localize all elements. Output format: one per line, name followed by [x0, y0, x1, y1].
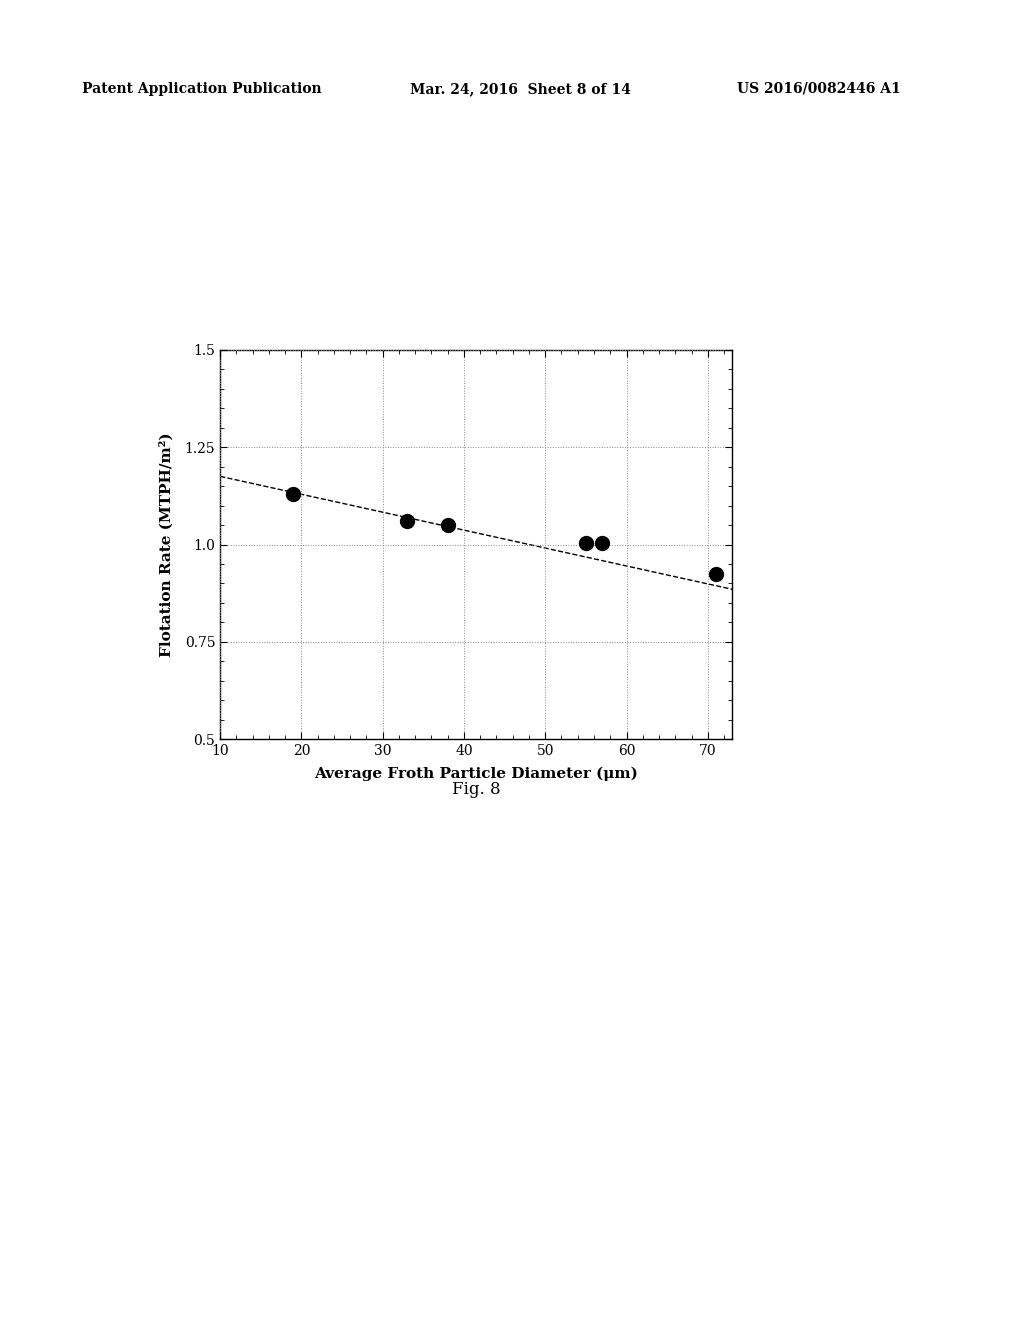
Text: Fig. 8: Fig. 8: [452, 781, 501, 799]
Point: [399, 511, 416, 532]
Point: [578, 532, 594, 553]
Text: Patent Application Publication: Patent Application Publication: [82, 82, 322, 96]
Point: [285, 483, 301, 504]
Text: US 2016/0082446 A1: US 2016/0082446 A1: [737, 82, 901, 96]
Point: [708, 564, 724, 585]
Text: Mar. 24, 2016  Sheet 8 of 14: Mar. 24, 2016 Sheet 8 of 14: [410, 82, 631, 96]
Point: [594, 532, 610, 553]
Y-axis label: Flotation Rate (MTPH/m²): Flotation Rate (MTPH/m²): [159, 432, 173, 657]
X-axis label: Average Froth Particle Diameter (μm): Average Froth Particle Diameter (μm): [314, 767, 638, 781]
Point: [439, 515, 456, 536]
